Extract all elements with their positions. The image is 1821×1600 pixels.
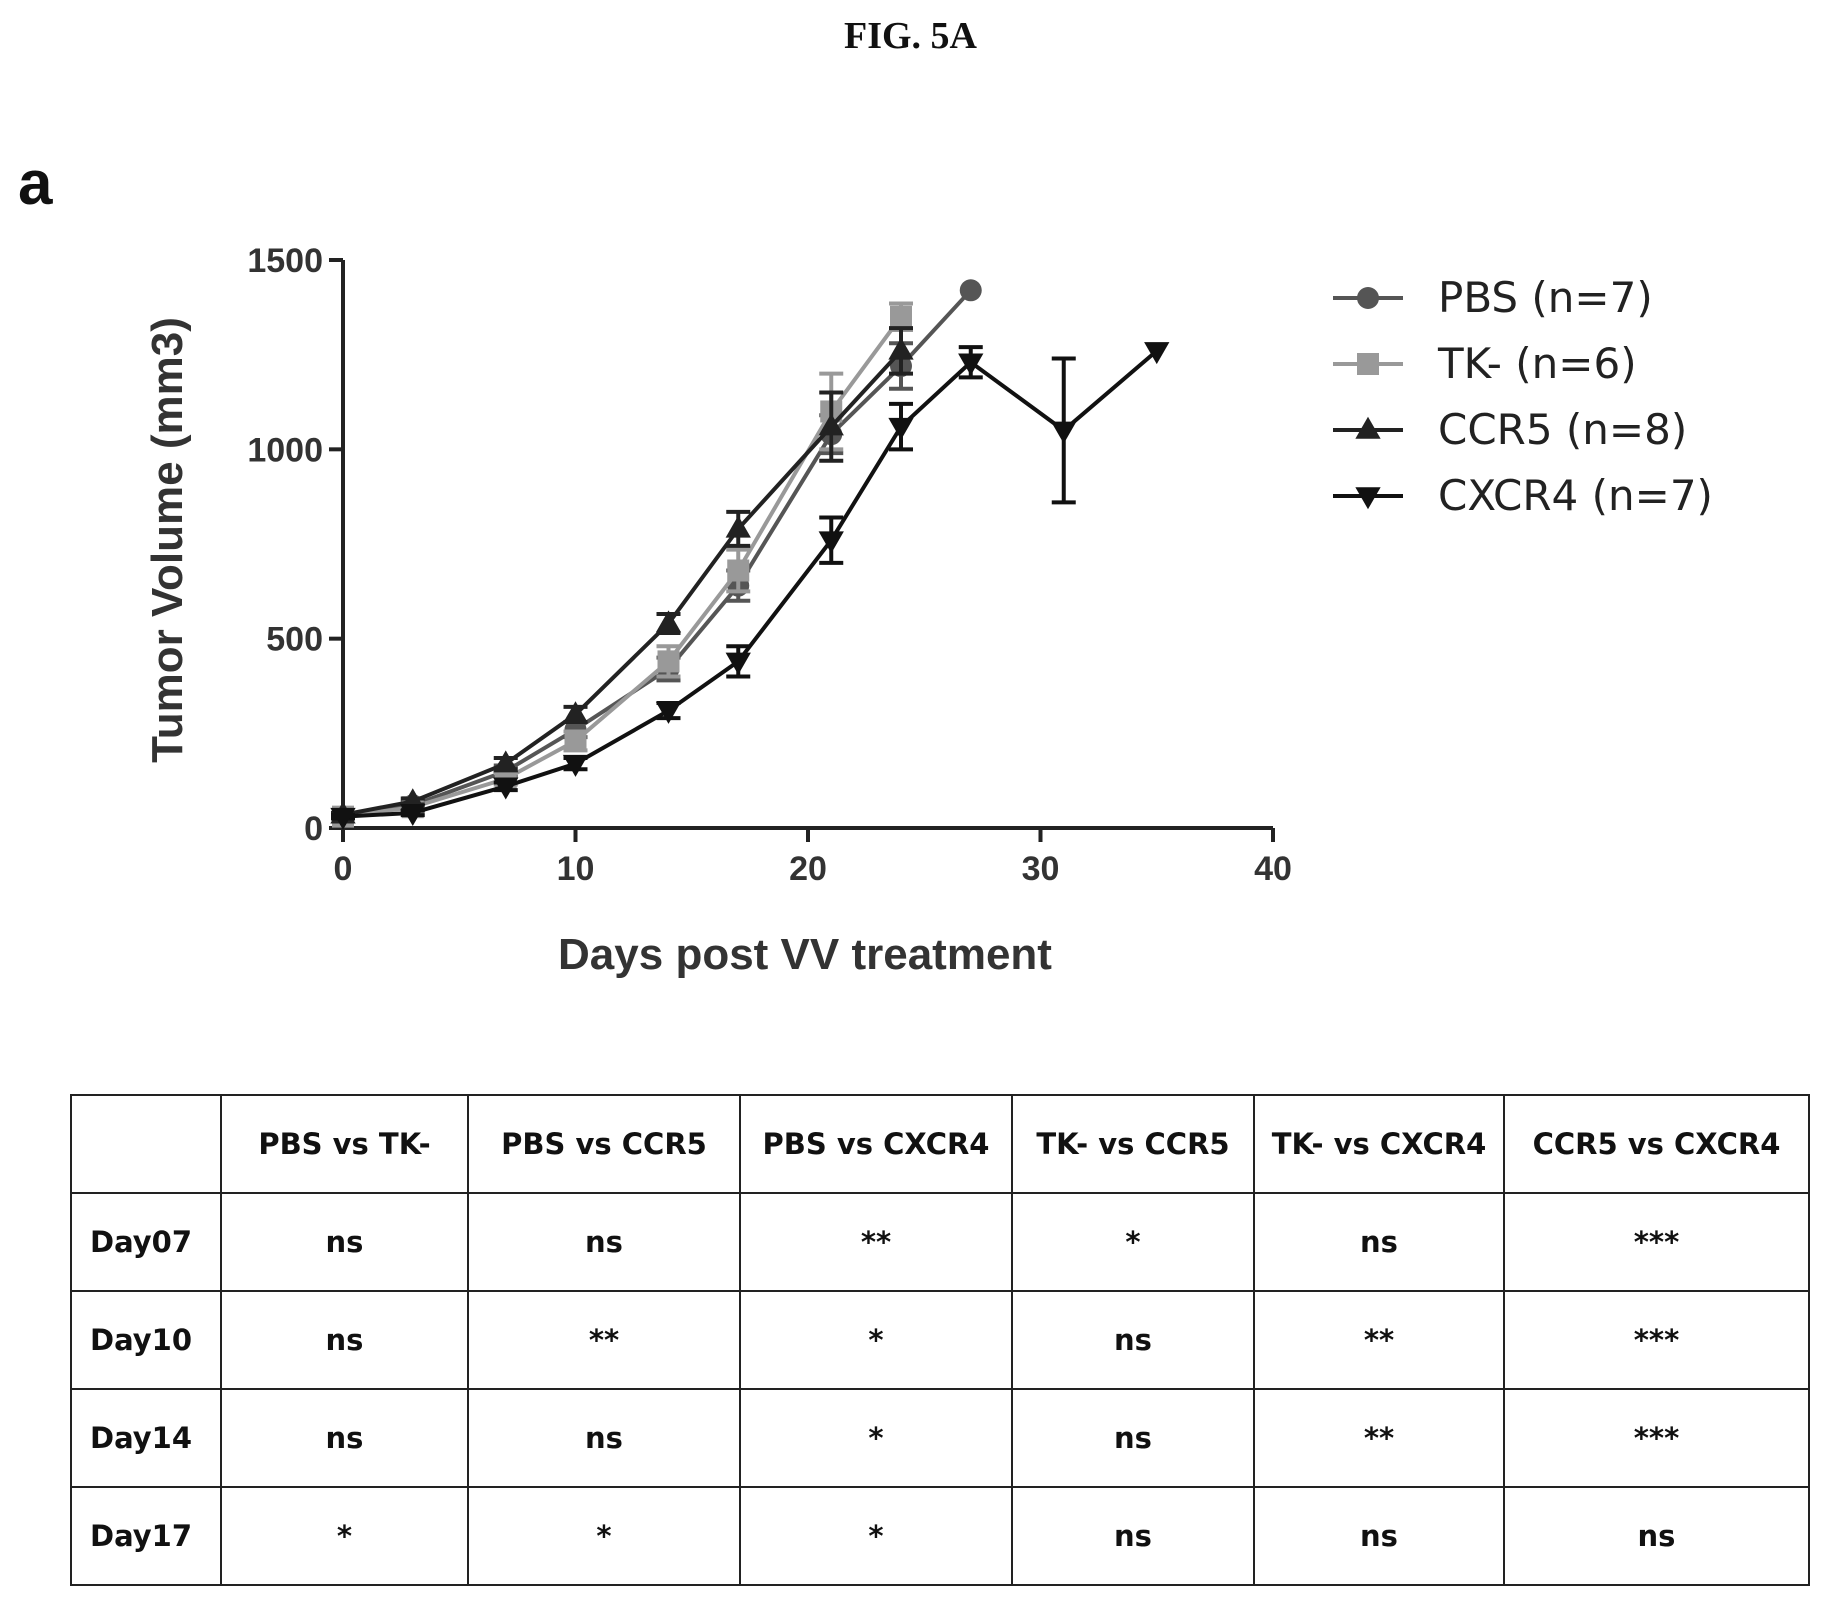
y-tick-label: 500 xyxy=(266,621,323,659)
cxcr4-data-point xyxy=(958,353,984,376)
tk-data-point xyxy=(890,305,912,328)
table-header-cell: PBS vs TK- xyxy=(220,1094,469,1194)
y-axis-title: Tumor Volume (mm3) xyxy=(143,317,192,763)
table-cell: ns xyxy=(220,1192,469,1292)
table-cell: * xyxy=(739,1290,1013,1390)
table-cell: *** xyxy=(1503,1388,1810,1488)
ccr5-data-point xyxy=(888,337,914,360)
table-header-cell: PBS vs CXCR4 xyxy=(739,1094,1013,1194)
cxcr4-data-point xyxy=(330,807,356,830)
table-header-row: PBS vs TK- PBS vs CCR5 PBS vs CXCR4 TK- … xyxy=(70,1094,1810,1194)
x-tick-label: 0 xyxy=(334,850,353,888)
tk-data-point xyxy=(564,729,587,752)
ccr5-data-point xyxy=(818,413,844,436)
table-cell: ** xyxy=(1253,1290,1505,1390)
y-tick-label: 0 xyxy=(304,810,323,848)
cxcr4-data-point xyxy=(400,804,426,827)
tk-legend-label: TK- (n=6) xyxy=(1437,339,1637,388)
table-cell: Day17 xyxy=(70,1486,222,1586)
table-cell: ** xyxy=(1253,1388,1505,1488)
table-row: Day14 ns ns * ns ** *** xyxy=(70,1388,1810,1488)
tk-legend-marker xyxy=(1357,353,1379,375)
ccr5-data-point xyxy=(655,610,682,633)
x-tick-label: 20 xyxy=(789,850,827,888)
table-cell: * xyxy=(220,1486,469,1586)
tk-data-point xyxy=(657,650,680,673)
table-cell: ns xyxy=(220,1388,469,1488)
table-cell: Day10 xyxy=(70,1290,222,1390)
table-cell: ns xyxy=(1253,1486,1505,1586)
pbs-legend-label: PBS (n=7) xyxy=(1438,273,1653,322)
table-header-cell: CCR5 vs CXCR4 xyxy=(1503,1094,1810,1194)
significance-table: PBS vs TK- PBS vs CCR5 PBS vs CXCR4 TK- … xyxy=(70,1094,1810,1586)
ccr5-data-point xyxy=(725,515,751,538)
x-axis-title: Days post VV treatment xyxy=(558,930,1052,979)
table-cell: ns xyxy=(467,1192,741,1292)
table-cell: ns xyxy=(467,1388,741,1488)
table-cell: * xyxy=(467,1486,741,1586)
pbs-data-point xyxy=(959,279,982,302)
ccr5-series-line xyxy=(342,349,903,817)
cxcr4-data-point xyxy=(493,777,519,800)
table-header-cell: TK- vs CCR5 xyxy=(1011,1094,1255,1194)
table-cell: *** xyxy=(1503,1290,1810,1390)
ccr5-data-point xyxy=(493,750,519,773)
table-cell: ns xyxy=(1011,1486,1255,1586)
table-cell: ns xyxy=(1011,1290,1255,1390)
table-cell: ns xyxy=(220,1290,469,1390)
y-tick-label: 1000 xyxy=(247,431,323,469)
cxcr4-data-point xyxy=(1144,342,1170,365)
table-cell: * xyxy=(739,1486,1013,1586)
cxcr4-data-point xyxy=(888,417,914,440)
table-cell: ns xyxy=(1253,1192,1505,1292)
panel-label: a xyxy=(18,149,53,218)
cxcr4-data-point xyxy=(725,652,751,675)
cxcr4-series-line xyxy=(342,349,1159,819)
y-tick-label: 1500 xyxy=(247,242,323,280)
x-tick-label: 30 xyxy=(1022,850,1060,888)
table-header-cell: PBS vs CCR5 xyxy=(467,1094,741,1194)
table-cell: ** xyxy=(467,1290,741,1390)
tk-series-line xyxy=(342,315,903,819)
table-header-cell: TK- vs CXCR4 xyxy=(1253,1094,1505,1194)
cxcr4-data-point xyxy=(655,701,682,724)
pbs-series-line xyxy=(342,288,973,819)
ccr5-legend-marker xyxy=(1355,416,1381,439)
table-cell: *** xyxy=(1503,1192,1810,1292)
ccr5-data-point xyxy=(562,701,589,724)
x-tick-label: 40 xyxy=(1254,850,1292,888)
table-header-cell xyxy=(70,1094,222,1194)
ccr5-legend-label: CCR5 (n=8) xyxy=(1438,405,1687,454)
table-row: Day17 * * * ns ns ns xyxy=(70,1486,1810,1586)
cxcr4-data-point xyxy=(818,531,844,554)
cxcr4-data-point xyxy=(1051,421,1077,444)
cxcr4-legend-label: CXCR4 (n=7) xyxy=(1438,471,1713,520)
table-row: Day07 ns ns ** * ns *** xyxy=(70,1192,1810,1292)
x-tick-label: 10 xyxy=(557,850,595,888)
table-cell: * xyxy=(739,1388,1013,1488)
table-cell: ns xyxy=(1503,1486,1810,1586)
table-cell: ** xyxy=(739,1192,1013,1292)
table-cell: ns xyxy=(1011,1388,1255,1488)
table-row: Day10 ns ** * ns ** *** xyxy=(70,1290,1810,1390)
figure-title: FIG. 5A xyxy=(844,15,977,57)
table-cell: * xyxy=(1011,1192,1255,1292)
table-cell: Day14 xyxy=(70,1388,222,1488)
cxcr4-data-point xyxy=(562,754,589,777)
cxcr4-legend-marker xyxy=(1355,487,1381,510)
tumor-volume-chart: 0 500 1000 1500 0 10 20 30 40 PBS (n=7) TK- (n=6) C… xyxy=(247,242,1713,888)
pbs-legend-marker xyxy=(1357,287,1379,309)
tk-data-point xyxy=(727,559,750,582)
table-cell: Day07 xyxy=(70,1192,222,1292)
